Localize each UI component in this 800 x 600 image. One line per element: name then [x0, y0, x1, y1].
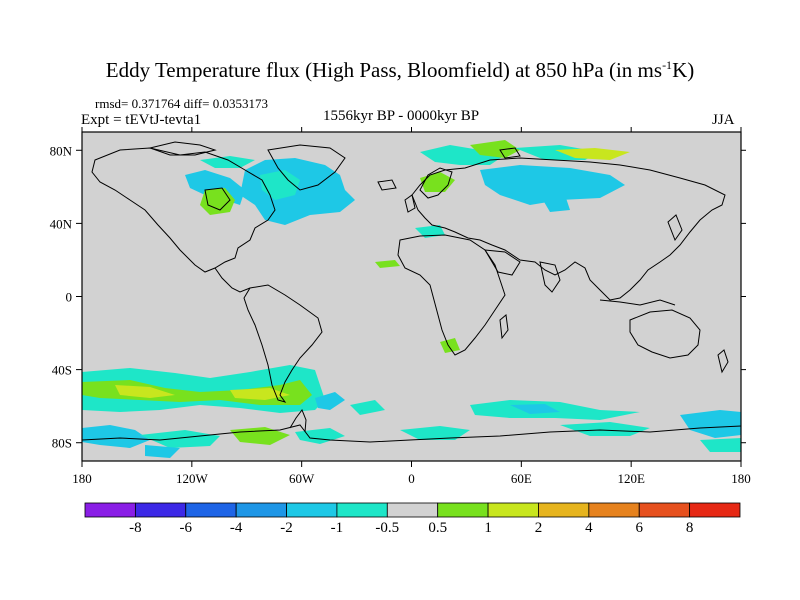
anomaly-patch-so-indian-core	[510, 404, 560, 414]
lon-tick-label: 0	[408, 471, 415, 486]
coast-hudson-bay	[204, 187, 231, 211]
lon-tick-label: 180	[72, 471, 92, 486]
colorbar-label: -6	[179, 520, 193, 536]
coast-antarctic-peninsula	[289, 408, 307, 433]
anomaly-patch-arctic5	[555, 148, 630, 160]
coast-indonesia	[599, 299, 676, 306]
lon-tick-label: 60W	[289, 471, 315, 486]
coast-uk	[404, 194, 416, 213]
colorbar-swatch	[134, 502, 187, 518]
lat-tick-label: 0	[66, 290, 73, 305]
colorbar-label: 6	[635, 520, 643, 536]
colorbar	[84, 502, 741, 518]
colorbar-label: 8	[685, 520, 694, 536]
coast-north-america	[91, 147, 276, 273]
coast-central-america	[214, 267, 251, 293]
coast-scandinavia	[419, 167, 453, 199]
anomaly-patch-ant-5	[560, 422, 650, 436]
experiment-label: Expt = tEVtJ-tevta1	[81, 112, 202, 128]
colorbar-swatch	[336, 502, 388, 518]
coast-eurasia	[411, 157, 726, 301]
colorbar-label: 1	[484, 520, 492, 536]
anomaly-patch-arctic1	[200, 156, 255, 168]
coast-greenland	[267, 144, 346, 191]
lat-tick-label: 80S	[52, 436, 72, 451]
anomaly-patch-arctic3	[470, 140, 520, 158]
plot-title: Eddy Temperature flux (High Pass, Bloomf…	[105, 58, 695, 82]
coast-japan	[667, 214, 683, 242]
colorbar-label: -1	[330, 520, 344, 536]
season-label: JJA	[712, 112, 735, 128]
coast-australia	[629, 309, 701, 359]
lon-tick-label: 120E	[617, 471, 645, 486]
anomaly-patch-so-atlantic2	[350, 400, 385, 415]
colorbar-label: -4	[229, 520, 243, 536]
colorbar-label: -8	[129, 520, 142, 536]
lon-tick-label: 180	[731, 471, 751, 486]
anomaly-patch-so-ant-west	[82, 425, 150, 448]
anomaly-patch-siberia	[480, 165, 625, 205]
colorbar-swatch	[185, 502, 237, 518]
colorbar-swatch	[235, 502, 287, 518]
lat-tick-label: 40S	[52, 363, 72, 378]
colorbar-swatch	[638, 502, 691, 518]
map-background	[82, 132, 741, 461]
coast-iceland	[377, 179, 397, 191]
anomaly-patch-europe	[415, 225, 445, 238]
anomaly-patch-so-pacific-yellow2	[230, 388, 290, 400]
colorbar-label: -0.5	[375, 520, 400, 536]
colorbar-swatch	[689, 502, 741, 518]
anomaly-patch-siberia2	[540, 195, 570, 212]
colorbar-swatch	[84, 502, 136, 518]
anomaly-patch-ant-1	[140, 430, 220, 448]
colorbar-label: 0.5	[428, 520, 448, 536]
colorbar-swatch	[286, 502, 338, 518]
colorbar-swatch	[487, 502, 539, 518]
anomaly-patch-atlantic-small	[375, 260, 400, 268]
anomaly-patch-ant-6	[145, 445, 180, 458]
anomaly-patch-ant-4	[400, 426, 470, 440]
anomaly-patch-so-atlantic	[315, 392, 345, 410]
coast-south-america	[243, 284, 323, 403]
stats-label: rmsd= 0.371764 diff= 0.0353173	[95, 96, 268, 111]
period-label: 1556kyr BP - 0000kyr BP	[323, 108, 480, 124]
colorbar-label: -2	[280, 520, 293, 536]
coast-new-zealand	[717, 349, 729, 374]
coast-arabia	[484, 249, 521, 276]
anomaly-patch-ant-7	[700, 438, 741, 452]
coast-africa	[397, 234, 506, 356]
anomaly-patch-labrador	[260, 170, 300, 200]
coastlines	[82, 141, 741, 443]
anomaly-patch-africa-south	[440, 338, 460, 353]
anomaly-patch-so-pacific-yellow	[115, 385, 175, 398]
lon-tick-label: 120W	[176, 471, 209, 486]
coast-svalbard	[499, 147, 521, 159]
coast-madagascar	[499, 314, 509, 340]
anomaly-fields	[82, 140, 741, 458]
colorbar-swatch	[386, 502, 439, 518]
coast-arctic-islands	[148, 141, 217, 156]
lon-tick-label: 60E	[511, 471, 532, 486]
coast-india	[539, 261, 561, 293]
colorbar-swatch	[437, 502, 489, 518]
colorbar-label: 2	[534, 520, 543, 536]
colorbar-swatch	[538, 502, 590, 518]
colorbar-swatch	[588, 502, 640, 518]
coast-antarctica	[82, 424, 741, 443]
lon-axis: 180 120W 60W 0 60E 120E 180	[72, 127, 751, 486]
anomaly-patch-arctic2	[420, 145, 505, 165]
lat-tick-label: 40N	[50, 216, 73, 231]
anomaly-patch-so-ant-east	[680, 410, 741, 438]
colorbar-label: 4	[585, 520, 593, 536]
lat-tick-label: 80N	[50, 143, 73, 158]
lat-axis: 80N 40N 0 40S 80S	[50, 143, 746, 451]
